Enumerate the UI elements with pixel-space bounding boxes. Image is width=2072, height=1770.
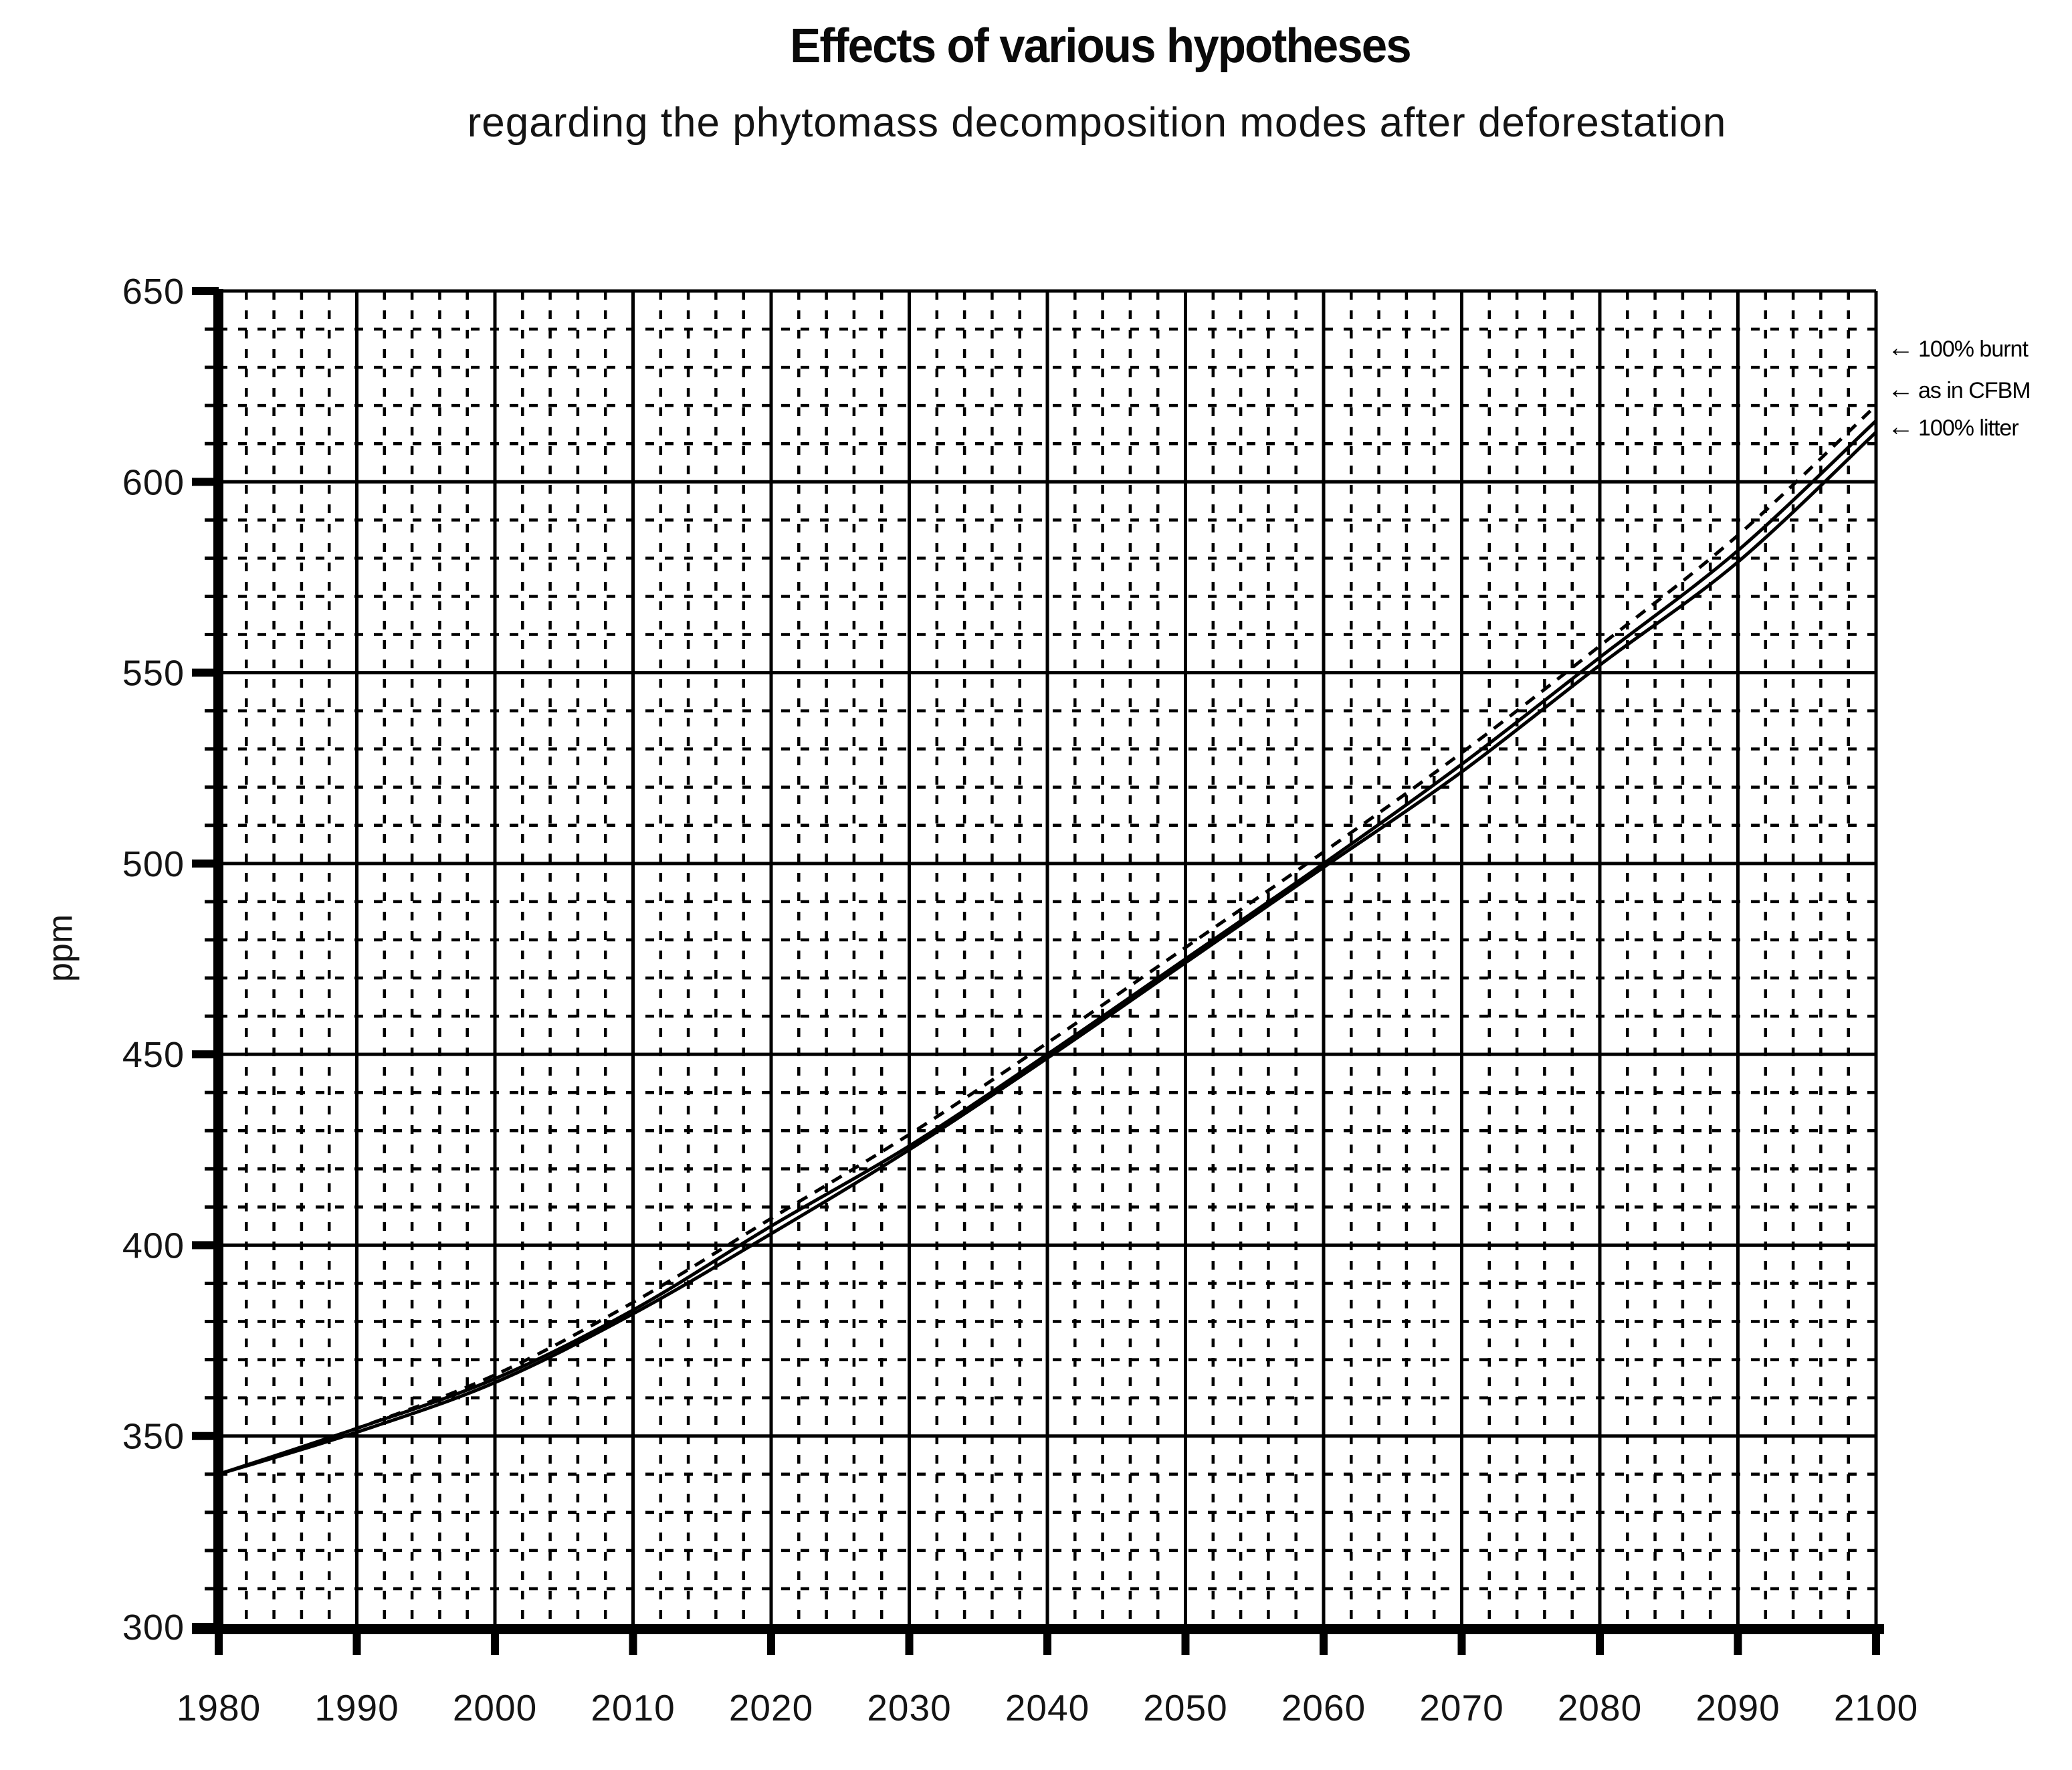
axes <box>192 289 1884 1634</box>
y-tick-label: 300 <box>122 1607 185 1648</box>
axis-ticks <box>192 287 1880 1655</box>
x-tick-label: 2000 <box>453 1687 537 1729</box>
series-curve-0 <box>218 404 1877 1476</box>
legend-item-burnt: ← 100% burnt <box>1887 333 2029 363</box>
legend-label: 100% litter <box>1918 415 2019 441</box>
x-tick-label: 2070 <box>1419 1687 1504 1729</box>
y-tick-label: 550 <box>122 654 185 694</box>
x-tick-label: 2100 <box>1834 1687 1918 1729</box>
legend-label: as in CFBM <box>1918 378 2031 403</box>
x-tick-labels: 1980 1990 2000 2010 2020 2030 2040 2050 2060 2070… <box>177 1687 1918 1729</box>
chart-subtitle: regarding the phytomass decomposition mo… <box>467 100 1727 146</box>
legend-arrow-icon: ← <box>1887 375 1914 404</box>
y-tick-label: 350 <box>122 1417 185 1457</box>
chart-title: Effects of various hypotheses <box>790 19 1412 73</box>
series-curve-1 <box>218 419 1877 1476</box>
x-tick-label: 2060 <box>1281 1687 1366 1729</box>
y-tick-labels: 650 600 550 500 450 400 350 300 <box>122 272 185 1648</box>
x-axis-line <box>192 1624 1884 1634</box>
legend-arrow-icon: ← <box>1887 412 1914 441</box>
series-curves <box>218 404 1877 1476</box>
y-axis-line <box>213 289 223 1634</box>
y-tick-label: 650 <box>122 272 185 312</box>
y-tick-label: 500 <box>122 844 185 884</box>
legend-arrow-icon: ← <box>1887 333 1914 363</box>
legend-item-litter: ← 100% litter <box>1887 412 2019 442</box>
y-tick-label: 600 <box>122 462 185 502</box>
series-curve-2 <box>218 431 1877 1476</box>
x-tick-label: 1990 <box>314 1687 399 1729</box>
legend-item-cfbm: ← as in CFBM <box>1887 375 2031 405</box>
legend-label: 100% burnt <box>1918 336 2029 362</box>
y-tick-label: 400 <box>122 1225 185 1266</box>
x-tick-label: 2040 <box>1005 1687 1090 1729</box>
y-tick-label: 450 <box>122 1035 185 1075</box>
x-tick-label: 2080 <box>1558 1687 1642 1729</box>
x-tick-label: 2010 <box>591 1687 675 1729</box>
x-tick-label: 2050 <box>1143 1687 1227 1729</box>
x-tick-label: 2090 <box>1695 1687 1780 1729</box>
x-tick-label: 2020 <box>729 1687 813 1729</box>
x-tick-label: 1980 <box>177 1687 261 1729</box>
x-tick-label: 2030 <box>867 1687 951 1729</box>
